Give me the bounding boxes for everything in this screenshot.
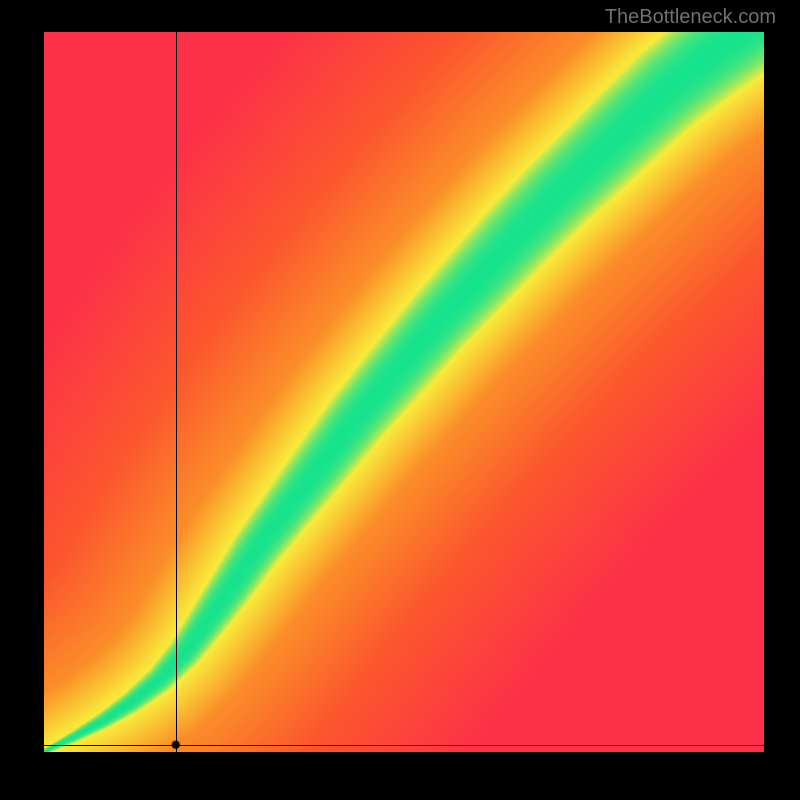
crosshair-marker [44,32,764,752]
plot-area [44,32,764,752]
chart-container: { "watermark": "TheBottleneck.com", "lay… [0,0,800,800]
watermark-text: TheBottleneck.com [605,6,776,29]
